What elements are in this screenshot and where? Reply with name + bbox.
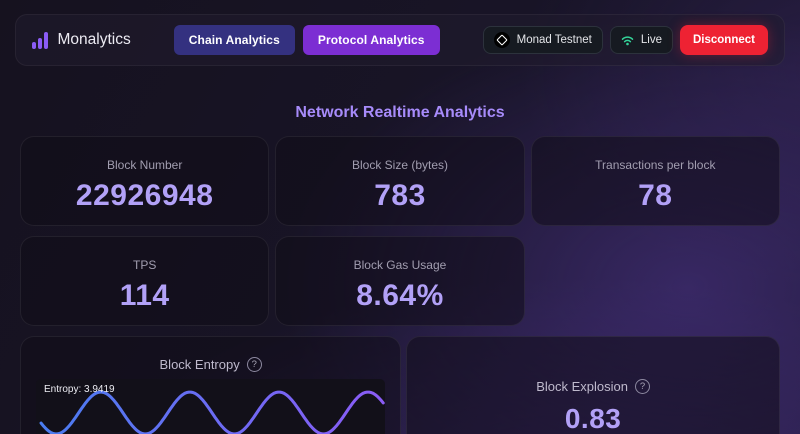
block-explosion-value: 0.83 <box>564 403 622 434</box>
protocol-analytics-button[interactable]: Protocol Analytics <box>302 25 440 55</box>
brand: Monalytics <box>32 31 131 49</box>
metrics-row-1: Block Number 22926948 Block Size (bytes)… <box>20 136 780 226</box>
header-right: Monad Testnet Live Disconnect <box>482 25 768 55</box>
main-content: Network Realtime Analytics Block Number … <box>0 104 800 434</box>
monad-icon <box>493 32 510 48</box>
bottom-row: Block Entropy ? Entropy: 3.9419 Block Ex… <box>20 336 780 434</box>
help-icon[interactable]: ? <box>635 379 650 394</box>
block-entropy-title-row: Block Entropy ? <box>21 337 400 372</box>
block-size-card: Block Size (bytes) 783 <box>275 136 525 226</box>
block-explosion-card: Block Explosion ? 0.83 <box>406 336 780 434</box>
metric-value: 114 <box>119 279 170 312</box>
metric-label: Block Size (bytes) <box>351 158 448 172</box>
transactions-per-block-card: Transactions per block 78 <box>530 136 780 226</box>
metric-label: Block Gas Usage <box>353 258 447 272</box>
help-icon[interactable]: ? <box>246 357 262 372</box>
metric-value: 783 <box>374 179 426 212</box>
block-gas-usage-card: Block Gas Usage 8.64% <box>275 236 525 326</box>
block-entropy-title: Block Entropy <box>159 357 240 372</box>
metric-value: 78 <box>638 179 673 212</box>
block-explosion-label: Block Explosion <box>536 379 628 394</box>
bar-chart-logo-icon <box>32 31 48 49</box>
tps-card: TPS 114 <box>20 236 270 326</box>
metrics-row-2: TPS 114 Block Gas Usage 8.64% <box>20 236 780 326</box>
live-badge-label: Live <box>640 34 662 46</box>
block-entropy-card: Block Entropy ? Entropy: 3.9419 <box>20 336 402 434</box>
block-explosion-title-row: Block Explosion ? <box>407 337 779 394</box>
block-number-card: Block Number 22926948 <box>20 136 270 226</box>
brand-name: Monalytics <box>57 31 131 48</box>
entropy-chart: Entropy: 3.9419 <box>36 379 386 434</box>
metric-label: Block Number <box>106 158 183 172</box>
live-badge: Live <box>609 26 673 54</box>
disconnect-button[interactable]: Disconnect <box>679 25 768 55</box>
header-nav: Chain Analytics Protocol Analytics <box>173 25 440 55</box>
chain-analytics-button[interactable]: Chain Analytics <box>173 25 295 55</box>
header: Monalytics Chain Analytics Protocol Anal… <box>15 14 785 66</box>
page-title: Network Realtime Analytics <box>295 104 505 121</box>
network-badge[interactable]: Monad Testnet <box>482 26 603 54</box>
metric-value: 22926948 <box>75 179 214 212</box>
metric-value: 8.64% <box>356 279 444 312</box>
entropy-annotation: Entropy: 3.9419 <box>44 384 115 395</box>
metric-label: Transactions per block <box>595 158 716 172</box>
live-signal-icon <box>621 35 634 45</box>
network-badge-label: Monad Testnet <box>516 34 592 46</box>
metric-label: TPS <box>132 258 157 272</box>
